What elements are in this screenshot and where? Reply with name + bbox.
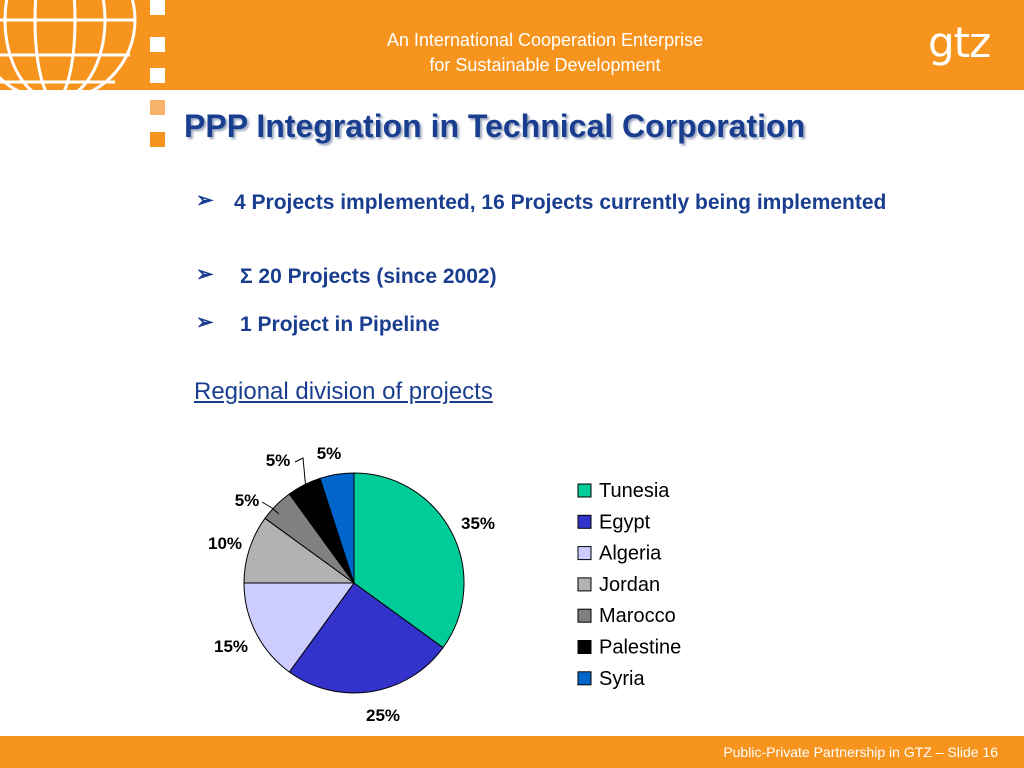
legend-label-marocco: Marocco xyxy=(599,605,676,627)
legend-label-jordan: Jordan xyxy=(599,574,660,596)
data-label-syria: 5% xyxy=(317,444,342,463)
footer-text: Public-Private Partnership in GTZ – Slid… xyxy=(723,744,998,760)
leader-line xyxy=(294,457,307,491)
legend-label-egypt: Egypt xyxy=(599,511,651,533)
data-label-jordan: 10% xyxy=(208,534,242,553)
globe-icon xyxy=(0,0,137,90)
data-label-algeria: 15% xyxy=(214,637,248,656)
slide-title: PPP Integration in Technical Corporation xyxy=(184,108,806,144)
data-label-palestine: 5% xyxy=(266,451,291,470)
gtz-logo: gtz xyxy=(928,18,991,67)
legend-swatch-palestine xyxy=(577,640,592,654)
pie-slice-syria xyxy=(319,472,355,584)
bullet-text: Σ 20 Projects (since 2002) xyxy=(240,265,497,288)
data-label-marocco: 5% xyxy=(235,491,260,510)
legend-label-palestine: Palestine xyxy=(599,637,681,659)
legend-swatch-syria xyxy=(577,671,592,686)
legend-swatch-egypt xyxy=(577,514,592,529)
legend-swatch-jordan xyxy=(577,577,592,592)
header-tagline-line2: for Sustainable Development xyxy=(429,55,661,75)
footer-bar: Public-Private Partnership in GTZ – Slid… xyxy=(0,736,1024,768)
arrow-bullet-icon: ➢ xyxy=(196,263,214,286)
header-tagline-line1: An International Cooperation Enterprise xyxy=(386,30,704,50)
arrow-bullet-icon: ➢ xyxy=(196,189,214,212)
pie-slice-egypt xyxy=(288,582,444,694)
bullet-text: 1 Project in Pipeline xyxy=(240,313,440,336)
section-heading: Regional division of projects xyxy=(194,378,493,405)
legend-label-syria: Syria xyxy=(599,668,645,690)
decorative-squares xyxy=(150,0,165,147)
leader-line xyxy=(261,501,280,515)
arrow-bullet-icon: ➢ xyxy=(196,311,214,334)
data-label-tunesia: 35% xyxy=(461,514,495,533)
legend-swatch-marocco xyxy=(577,608,592,623)
legend-swatch-algeria xyxy=(577,546,592,561)
legend-label-algeria: Algeria xyxy=(599,543,662,565)
data-label-egypt: 25% xyxy=(366,706,400,725)
bullet-text: 4 Projects implemented, 16 Projects curr… xyxy=(234,191,887,214)
legend-label-tunesia: Tunesia xyxy=(599,480,670,502)
pie-slice-algeria xyxy=(243,582,355,673)
header-bar xyxy=(0,0,1024,90)
legend-swatch-tunesia xyxy=(577,483,592,498)
pie-slice-tunesia xyxy=(353,472,465,649)
